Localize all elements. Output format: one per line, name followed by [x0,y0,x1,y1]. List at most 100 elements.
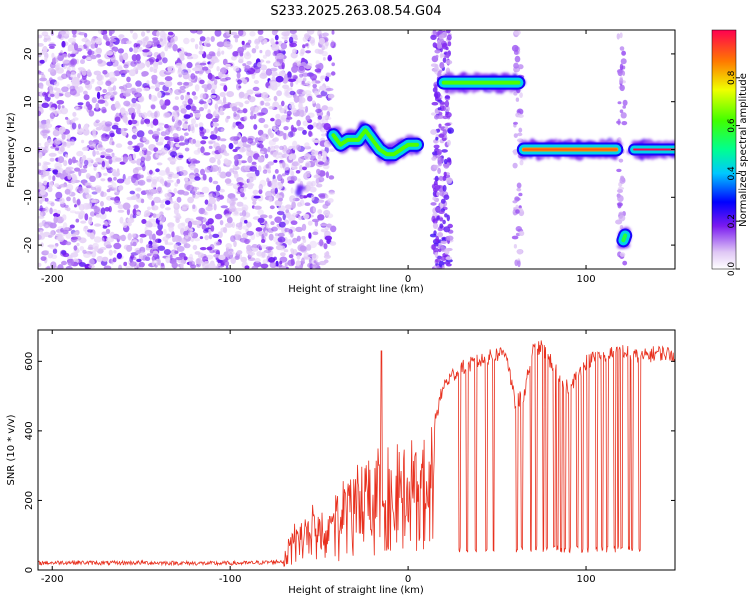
noise-speck [276,53,285,60]
noise-speck [252,200,257,205]
column-speck [430,112,436,116]
column-speck [437,156,444,164]
noise-speck [78,262,86,267]
column-speck [513,91,518,96]
noise-speck [38,34,43,39]
noise-speck [141,71,149,77]
column-speck [446,235,454,241]
noise-speck [257,30,264,35]
noise-speck [58,126,66,133]
column-speck [430,63,438,67]
column-speck [622,99,628,106]
noise-speck [94,185,102,191]
noise-speck [113,200,122,206]
noise-speck [219,138,227,142]
noise-speck [155,229,164,236]
noise-speck [151,43,157,48]
noise-speck [222,58,228,66]
noise-speck [136,60,141,64]
noise-speck [72,34,77,38]
noise-speck [225,171,232,177]
noise-speck [269,261,277,269]
noise-speck [38,103,43,108]
noise-speck [330,71,336,76]
noise-speck [89,175,96,182]
noise-speck [216,41,225,47]
noise-speck [49,101,54,109]
noise-speck [167,31,174,36]
noise-speck [256,244,262,249]
noise-speck [69,88,77,96]
noise-speck [208,197,216,205]
column-speck [513,149,518,156]
noise-speck [199,36,206,42]
noise-speck [121,115,129,122]
column-speck [445,256,453,261]
noise-speck [169,141,174,148]
noise-speck [84,225,88,230]
noise-speck [212,233,220,238]
noise-speck [105,38,110,42]
noise-speck [39,59,45,64]
noise-speck [232,148,238,153]
noise-speck [52,129,60,137]
column-speck [436,149,442,156]
noise-speck [63,204,69,208]
noise-speck [95,172,99,179]
noise-speck [66,196,71,202]
noise-speck [88,258,95,266]
noise-speck [323,243,328,250]
noise-speck [289,104,296,109]
noise-speck [93,236,102,243]
noise-speck [123,261,128,267]
noise-speck [317,214,325,221]
noise-speck [171,231,175,238]
column-speck [442,129,447,136]
column-speck [444,100,450,108]
noise-speck [225,63,231,68]
noise-speck [151,74,158,81]
column-speck [446,177,453,184]
noise-speck [231,221,235,229]
noise-speck [331,30,335,35]
noise-speck [50,202,55,207]
noise-speck [57,264,64,269]
noise-speck [264,153,269,159]
noise-speck [146,110,153,117]
noise-speck [268,85,275,90]
noise-speck [218,254,226,261]
noise-speck [288,131,294,138]
noise-speck [129,190,135,195]
noise-speck [307,95,313,102]
colorbar-label: Normalized spectral amplitude [738,73,749,227]
noise-speck [219,111,225,116]
noise-speck [275,113,281,120]
noise-speck [330,225,337,233]
noise-speck [44,206,49,213]
column-speck [433,180,438,187]
noise-speck [52,57,56,65]
noise-speck [41,197,45,202]
noise-speck [199,79,205,85]
noise-speck [277,232,285,238]
noise-speck [107,177,113,182]
x-tick-label: -100 [219,274,242,285]
noise-speck [242,142,247,148]
noise-speck [133,204,139,209]
noise-speck [278,205,286,212]
noise-speck [226,197,230,204]
noise-speck [291,170,295,177]
noise-speck [129,30,134,34]
noise-speck [49,244,58,250]
noise-speck [102,172,108,176]
noise-speck [39,123,47,129]
noise-speck [176,196,182,203]
noise-speck [44,197,49,202]
y-tick-label: 20 [23,48,34,61]
column-speck [435,54,439,59]
noise-speck [278,70,286,77]
noise-speck [54,147,60,151]
noise-speck [279,107,286,114]
noise-speck [208,176,213,183]
noise-speck [61,105,65,109]
